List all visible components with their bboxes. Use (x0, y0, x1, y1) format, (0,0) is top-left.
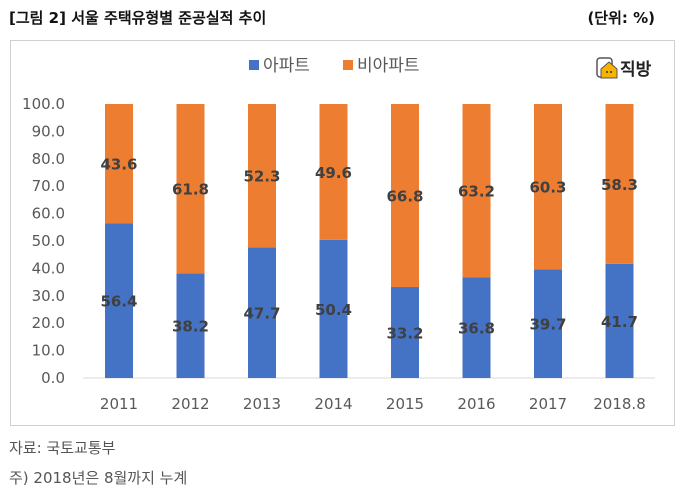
bar-apartment (534, 269, 562, 378)
legend-label: 비아파트 (357, 56, 420, 76)
x-tick-label: 2014 (314, 395, 352, 413)
x-tick-label: 2015 (386, 395, 424, 413)
x-tick-label: 2013 (243, 395, 281, 413)
x-tick-label: 2018.8 (593, 395, 646, 413)
unit-label: (단위: %) (587, 9, 655, 27)
footnote: 주) 2018년은 8월까지 누계 (9, 469, 188, 487)
x-tick-label: 2016 (457, 395, 495, 413)
house-icon (596, 56, 618, 78)
bar-apartment (462, 277, 491, 378)
legend-label: 아파트 (263, 56, 310, 76)
data-label: 47.7 (243, 305, 280, 323)
bar-non-apartment (176, 104, 205, 274)
y-tick-label: 40.0 (32, 259, 65, 277)
y-tick-label: 80.0 (32, 150, 65, 168)
bar-apartment (248, 247, 276, 378)
data-label: 66.8 (386, 188, 423, 206)
y-tick-label: 100.0 (22, 95, 65, 113)
bar-non-apartment (534, 104, 562, 270)
bar-non-apartment (462, 104, 491, 278)
legend-swatch (343, 60, 353, 70)
logo-text: 직방 (620, 60, 652, 80)
bar-non-apartment (319, 104, 348, 240)
data-label: 39.7 (529, 316, 566, 334)
y-tick-label: 70.0 (32, 177, 65, 195)
data-label: 50.4 (315, 301, 352, 319)
y-tick-label: 60.0 (32, 205, 65, 223)
bar-apartment (319, 239, 348, 378)
data-label: 52.3 (243, 168, 280, 186)
bar-non-apartment (605, 104, 634, 264)
data-label: 49.6 (315, 164, 352, 182)
y-tick-label: 10.0 (32, 342, 65, 360)
y-tick-label: 30.0 (32, 287, 65, 305)
legend-swatch (249, 60, 259, 70)
data-label: 60.3 (529, 179, 566, 197)
x-tick-label: 2012 (171, 395, 209, 413)
source-note: 자료: 국토교통부 (9, 439, 116, 457)
y-tick-label: 50.0 (32, 232, 65, 250)
data-label: 36.8 (458, 320, 495, 338)
data-label: 38.2 (172, 318, 209, 336)
bar-non-apartment (248, 104, 276, 248)
bar-apartment (391, 287, 419, 378)
bar-apartment (605, 263, 634, 378)
y-tick-label: 0.0 (41, 369, 65, 387)
data-label: 61.8 (172, 181, 209, 199)
data-label: 43.6 (100, 156, 137, 174)
chart-frame (10, 40, 675, 426)
data-label: 63.2 (458, 183, 495, 201)
bar-non-apartment (105, 104, 133, 224)
bar-apartment (176, 273, 205, 378)
data-label: 56.4 (100, 293, 137, 311)
y-tick-label: 90.0 (32, 122, 65, 140)
bar-apartment (105, 223, 133, 378)
bar-non-apartment (391, 104, 419, 288)
data-label: 33.2 (386, 325, 423, 343)
data-label: 41.7 (601, 313, 638, 331)
x-tick-label: 2011 (100, 395, 138, 413)
y-tick-label: 20.0 (32, 314, 65, 332)
chart-title: [그림 2] 서울 주택유형별 준공실적 추이 (9, 9, 267, 27)
data-label: 58.3 (601, 176, 638, 194)
x-tick-label: 2017 (529, 395, 567, 413)
zigbang-logo: 직방 (596, 55, 651, 80)
